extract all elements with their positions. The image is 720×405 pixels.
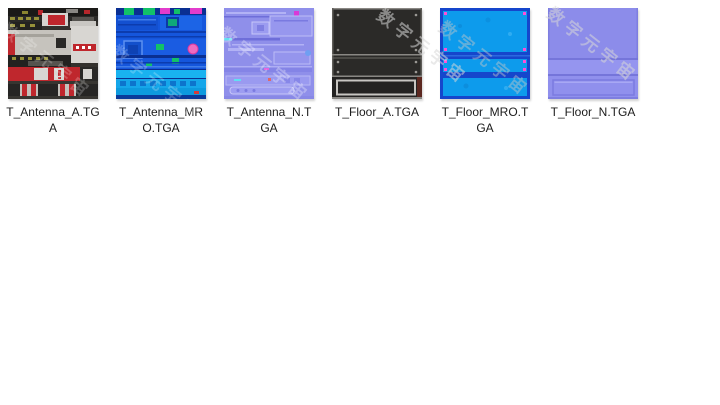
texture-thumbnail-t-antenna-a-icon[interactable]	[8, 8, 98, 99]
file-label[interactable]: T_Floor_MRO.T GA	[432, 104, 538, 136]
file-item-t-floor-a[interactable]: T_Floor_A.TGA	[332, 8, 422, 136]
texture-thumbnail-t-antenna-n-icon[interactable]	[224, 8, 314, 99]
file-label-line: A	[48, 121, 57, 135]
file-label[interactable]: T_Antenna_A.TG A	[0, 104, 106, 136]
file-label-line: T_Antenna_A.TG	[6, 105, 100, 119]
file-label-line: T_Floor_A.TGA	[334, 105, 420, 119]
file-item-t-floor-mro[interactable]: T_Floor_MRO.T GA	[440, 8, 530, 136]
file-label[interactable]: T_Floor_N.TGA	[540, 104, 646, 120]
file-label-line: GA	[260, 121, 278, 135]
file-label-line: GA	[476, 121, 494, 135]
file-label-line: T_Antenna_MR	[118, 105, 204, 119]
texture-thumbnail-t-floor-a-icon[interactable]	[332, 8, 422, 99]
file-item-t-floor-n[interactable]: T_Floor_N.TGA	[548, 8, 638, 136]
file-item-t-antenna-n[interactable]: T_Antenna_N.T GA	[224, 8, 314, 136]
file-label-line: T_Antenna_N.T	[226, 105, 312, 119]
file-item-t-antenna-a[interactable]: T_Antenna_A.TG A	[6, 8, 100, 136]
file-label[interactable]: T_Floor_A.TGA	[324, 104, 430, 120]
texture-thumbnail-t-antenna-mro-icon[interactable]	[116, 8, 206, 99]
texture-thumbnail-t-floor-n-icon[interactable]	[548, 8, 638, 99]
texture-thumbnail-t-floor-mro-icon[interactable]	[440, 8, 530, 99]
file-label[interactable]: T_Antenna_MR O.TGA	[108, 104, 214, 136]
file-grid: T_Antenna_A.TG A	[6, 8, 656, 136]
file-item-t-antenna-mro[interactable]: T_Antenna_MR O.TGA	[116, 8, 206, 136]
file-label-line: O.TGA	[142, 121, 180, 135]
file-label-line: T_Floor_N.TGA	[550, 105, 636, 119]
file-label-line: T_Floor_MRO.T	[441, 105, 529, 119]
file-label[interactable]: T_Antenna_N.T GA	[216, 104, 322, 136]
